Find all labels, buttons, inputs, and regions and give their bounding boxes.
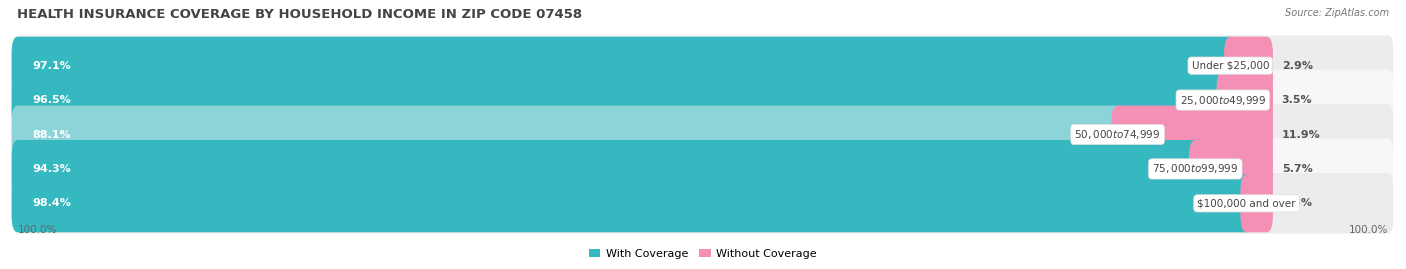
- Text: HEALTH INSURANCE COVERAGE BY HOUSEHOLD INCOME IN ZIP CODE 07458: HEALTH INSURANCE COVERAGE BY HOUSEHOLD I…: [17, 8, 582, 21]
- Text: Source: ZipAtlas.com: Source: ZipAtlas.com: [1285, 8, 1389, 18]
- Text: $100,000 and over: $100,000 and over: [1198, 198, 1296, 208]
- FancyBboxPatch shape: [13, 173, 1393, 234]
- FancyBboxPatch shape: [1111, 105, 1272, 164]
- Text: 1.6%: 1.6%: [1282, 198, 1313, 208]
- FancyBboxPatch shape: [11, 174, 1253, 232]
- Text: 5.7%: 5.7%: [1282, 164, 1312, 174]
- Text: 96.5%: 96.5%: [32, 95, 72, 105]
- FancyBboxPatch shape: [1225, 37, 1272, 95]
- FancyBboxPatch shape: [13, 35, 1393, 96]
- Text: 11.9%: 11.9%: [1282, 129, 1320, 140]
- FancyBboxPatch shape: [11, 71, 1229, 129]
- Text: $75,000 to $99,999: $75,000 to $99,999: [1152, 162, 1239, 175]
- Text: 98.4%: 98.4%: [32, 198, 72, 208]
- FancyBboxPatch shape: [1189, 140, 1272, 198]
- FancyBboxPatch shape: [11, 37, 1237, 95]
- Text: 97.1%: 97.1%: [32, 61, 72, 71]
- FancyBboxPatch shape: [11, 105, 1123, 164]
- Legend: With Coverage, Without Coverage: With Coverage, Without Coverage: [585, 244, 821, 263]
- Text: 88.1%: 88.1%: [32, 129, 72, 140]
- FancyBboxPatch shape: [13, 70, 1393, 130]
- Text: $25,000 to $49,999: $25,000 to $49,999: [1180, 94, 1265, 107]
- Text: $50,000 to $74,999: $50,000 to $74,999: [1074, 128, 1161, 141]
- Text: 100.0%: 100.0%: [18, 225, 58, 235]
- FancyBboxPatch shape: [13, 104, 1393, 165]
- Text: 94.3%: 94.3%: [32, 164, 72, 174]
- Text: 3.5%: 3.5%: [1282, 95, 1312, 105]
- FancyBboxPatch shape: [1240, 174, 1272, 232]
- FancyBboxPatch shape: [13, 139, 1393, 199]
- Text: Under $25,000: Under $25,000: [1192, 61, 1270, 71]
- Text: 100.0%: 100.0%: [1348, 225, 1388, 235]
- Text: 2.9%: 2.9%: [1282, 61, 1313, 71]
- FancyBboxPatch shape: [1216, 71, 1272, 129]
- FancyBboxPatch shape: [11, 140, 1202, 198]
